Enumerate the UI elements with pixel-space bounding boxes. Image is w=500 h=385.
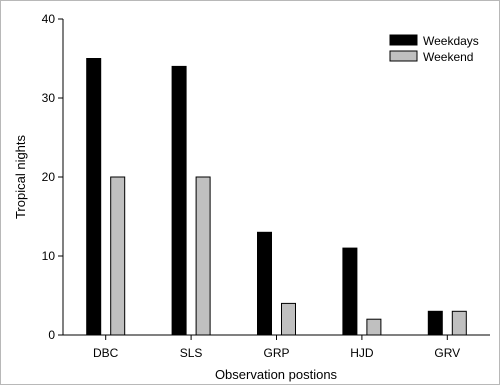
x-ticks: DBC SLS GRP HJD GRV: [93, 335, 460, 360]
legend-swatch-weekend: [389, 50, 418, 62]
x-tick-label: GRV: [434, 346, 460, 360]
x-tick-label: HJD: [350, 346, 374, 360]
bar-weekend-dbc: [110, 176, 126, 336]
x-tick-label: GRP: [263, 346, 289, 360]
bar-weekdays-grp: [257, 231, 272, 336]
y-axis-title: Tropical nights: [13, 134, 28, 219]
bar-weekend-grv: [451, 310, 467, 336]
bars-layer: [86, 58, 467, 336]
legend-label-weekdays: Weekdays: [423, 34, 479, 48]
y-tick-label: 40: [42, 12, 56, 26]
axes-layer: [62, 19, 490, 336]
legend-swatch-weekdays: [389, 34, 418, 46]
y-tick-label: 20: [42, 170, 56, 184]
y-tick-label: 10: [42, 249, 56, 263]
y-ticks: 0 10 20 30 40: [42, 12, 63, 342]
bar-weekdays-dbc: [86, 58, 102, 336]
y-tick-label: 0: [48, 328, 55, 342]
bar-weekend-grp: [281, 302, 296, 336]
legend: Weekdays Weekend: [389, 34, 479, 64]
bar-weekend-sls: [195, 176, 211, 336]
legend-label-weekend: Weekend: [423, 50, 473, 64]
bar-weekdays-grv: [427, 310, 443, 336]
y-tick-label: 30: [42, 91, 56, 105]
bar-weekdays-hjd: [342, 247, 358, 336]
bar-weekdays-sls: [171, 65, 187, 336]
x-tick-label: SLS: [180, 346, 203, 360]
x-axis-title: Observation postions: [215, 367, 338, 382]
bar-weekend-hjd: [366, 318, 382, 336]
x-tick-label: DBC: [93, 346, 119, 360]
